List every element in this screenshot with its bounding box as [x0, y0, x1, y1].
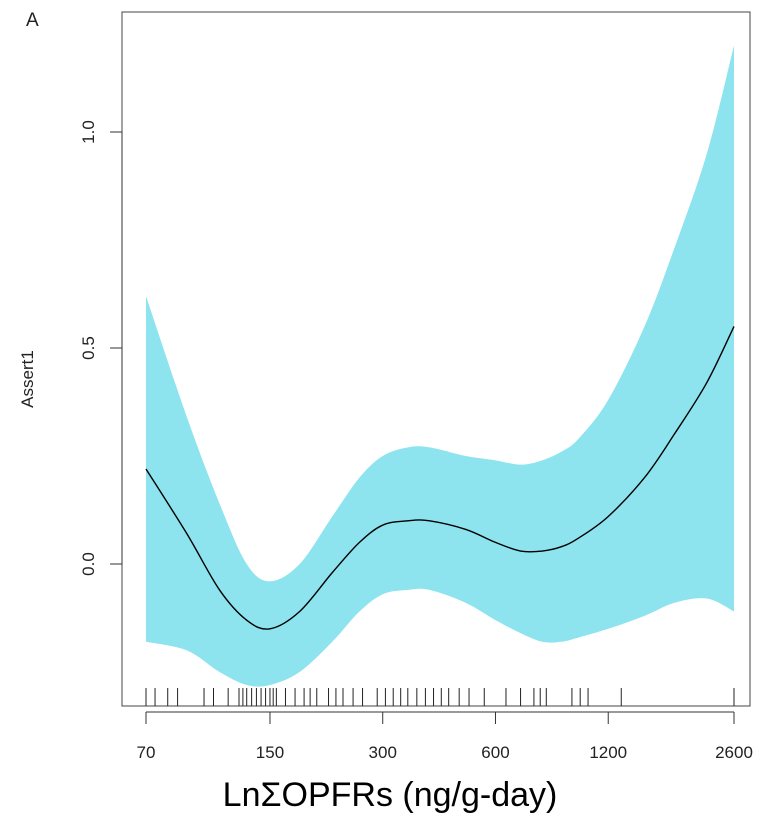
y-tick-label: 1.0 — [79, 120, 98, 144]
x-tick-label: 600 — [481, 743, 509, 762]
y-tick-label: 0.0 — [79, 552, 98, 576]
rug-marks — [145, 688, 735, 706]
x-tick-label: 2600 — [715, 743, 753, 762]
x-tick-label: 1200 — [589, 743, 627, 762]
confidence-band — [146, 45, 734, 687]
x-tick-label: 150 — [256, 743, 284, 762]
y-axis-label: Assert1 — [18, 350, 37, 408]
x-tick-label: 70 — [137, 743, 156, 762]
fitted-curve — [145, 326, 735, 630]
x-axis: 70 150 300 600 1200 2600 — [137, 711, 753, 762]
panel-label: A — [26, 10, 39, 31]
y-axis: 0.0 0.5 1.0 — [79, 120, 123, 576]
x-axis-label: LnΣOPFRs (ng/g-day) — [223, 776, 558, 814]
x-tick-label: 300 — [369, 743, 397, 762]
y-tick-label: 0.5 — [79, 336, 98, 360]
